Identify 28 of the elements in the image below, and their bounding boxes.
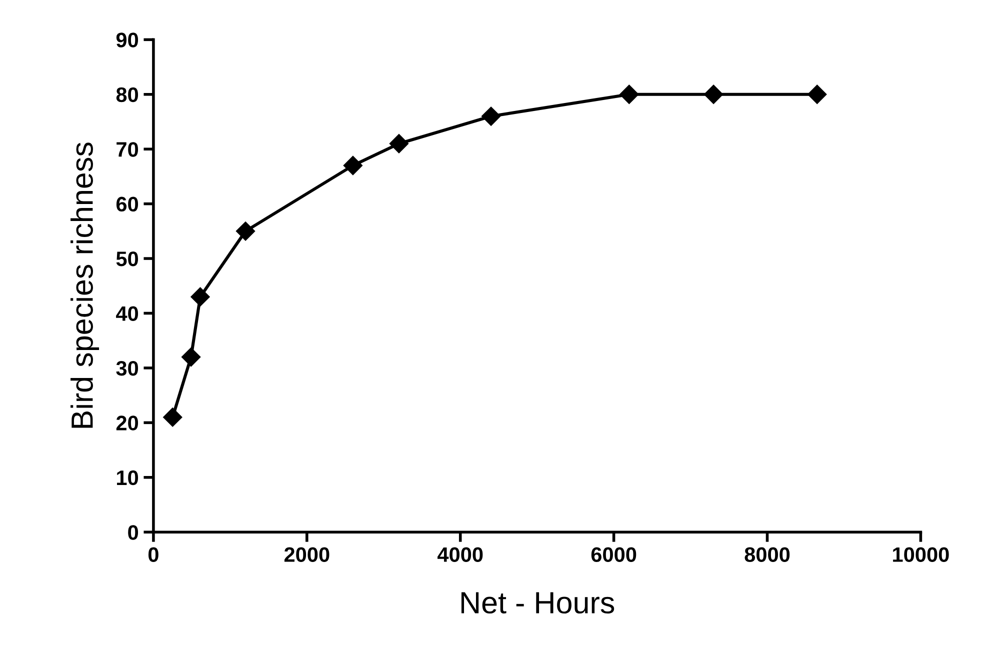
y-tick-label: 20 xyxy=(116,416,138,430)
y-tick-label: 40 xyxy=(116,306,138,321)
x-tick-label: 0 xyxy=(148,547,158,562)
point xyxy=(620,84,639,104)
x-tick-label: 10000 xyxy=(893,547,949,562)
y-tick-label: 90 xyxy=(116,32,138,48)
point xyxy=(236,222,256,241)
y-tick-label: 80 xyxy=(116,87,138,102)
point xyxy=(163,408,182,427)
y-axis-title: Bird species richness xyxy=(70,142,100,428)
y-tick-label: 60 xyxy=(116,196,138,212)
point xyxy=(704,84,724,104)
x-tick-label: 6000 xyxy=(591,547,636,562)
y-tick-label: 30 xyxy=(116,360,138,376)
point xyxy=(808,84,827,104)
point xyxy=(389,134,409,154)
point xyxy=(190,287,210,306)
x-tick-label: 4000 xyxy=(437,547,483,562)
point xyxy=(482,106,501,126)
y-tick-label: 0 xyxy=(128,525,138,540)
y-tick-label: 70 xyxy=(116,142,138,157)
x-tick-label: 2000 xyxy=(284,547,330,562)
point xyxy=(182,347,201,367)
point xyxy=(343,156,362,176)
x-axis-title: Net - Hours xyxy=(461,592,614,614)
y-tick-label: 50 xyxy=(116,252,138,266)
y-tick-label: 10 xyxy=(117,470,138,486)
x-tick-label: 8000 xyxy=(744,547,790,562)
